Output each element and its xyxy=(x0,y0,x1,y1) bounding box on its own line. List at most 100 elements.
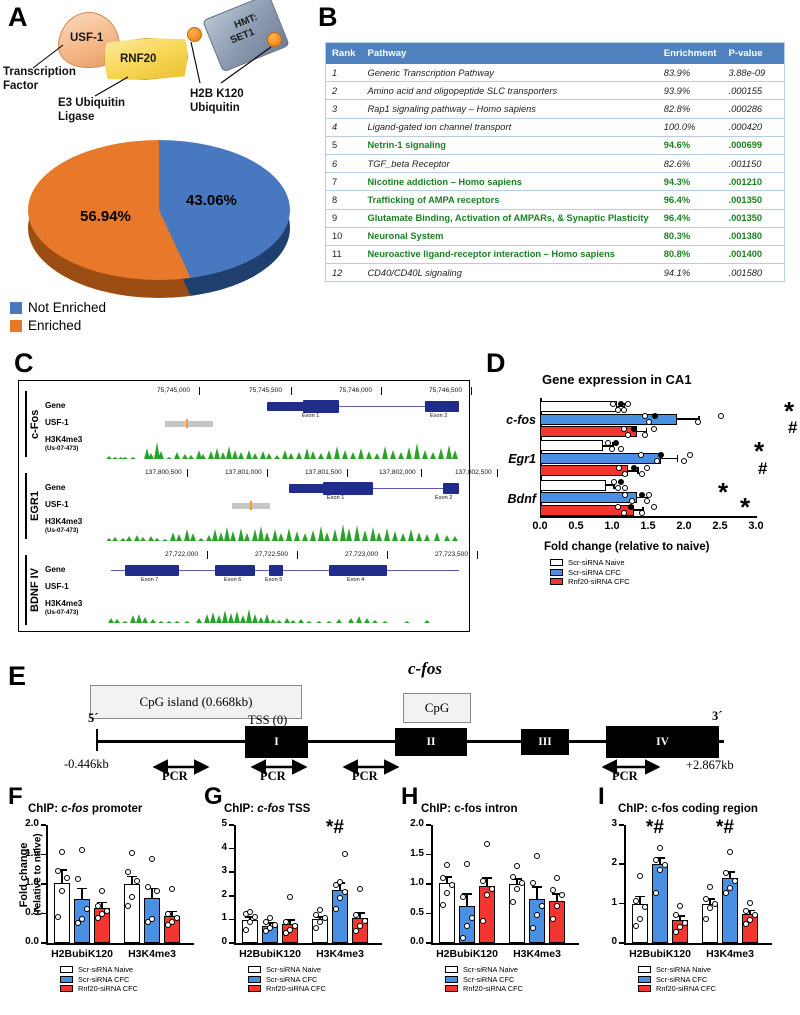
error-bar xyxy=(679,915,681,921)
coordinate-tick xyxy=(471,387,472,395)
data-point xyxy=(59,888,65,895)
data-point xyxy=(629,497,636,504)
data-point xyxy=(614,485,621,492)
data-point xyxy=(727,848,733,855)
x-tick-label: 2.5 xyxy=(712,520,728,532)
cell-enr: 83.9% xyxy=(657,64,723,83)
cell-pw: Glutamate Binding, Activation of AMPARs,… xyxy=(361,209,658,228)
pie-label-not-enriched: 43.06% xyxy=(186,192,237,209)
error-bar xyxy=(749,909,751,914)
pie-legend-label-0: Not Enriched xyxy=(28,300,107,315)
coordinate-tick xyxy=(297,551,298,559)
table-header-enrichment: Enrichment xyxy=(657,42,723,64)
rnf20-label: RNF20 xyxy=(120,53,157,65)
exon-II: II xyxy=(395,728,467,756)
data-point xyxy=(509,898,516,905)
coordinate-label: 75,746,000 xyxy=(339,387,373,394)
data-point xyxy=(632,897,639,904)
y-tick-label: 2 xyxy=(221,888,227,900)
error-cap xyxy=(285,918,295,921)
panel-d-xlabel: Fold change (relative to naive) xyxy=(544,541,710,553)
data-point xyxy=(722,889,729,896)
significance-asterisk: * xyxy=(784,396,795,426)
x-tick-label: 0.0 xyxy=(532,520,548,532)
error-cap xyxy=(127,875,137,878)
legend-swatch-0 xyxy=(445,966,458,973)
data-point xyxy=(287,893,293,900)
three-prime-label: 3´ xyxy=(712,709,723,723)
bar-Bdnf-1 xyxy=(540,492,638,504)
ubiquitin-ball-icon-2 xyxy=(267,32,282,47)
data-point xyxy=(534,853,540,860)
pcr-label-3: PCR xyxy=(352,769,378,783)
x-axis-line xyxy=(624,943,772,945)
legend-label-2: Rnf20-siRNA CFC xyxy=(568,577,630,586)
y-tick-label: 1.5 xyxy=(410,847,424,859)
data-point xyxy=(262,919,269,926)
data-point xyxy=(632,923,639,930)
data-point xyxy=(650,425,657,432)
pie-slices xyxy=(28,140,290,280)
x-axis-line xyxy=(234,943,382,945)
error-cap xyxy=(613,481,616,489)
track-sublabel: (Us-07-473) xyxy=(45,609,79,616)
panel-h-title: ChIP: c-fos intron xyxy=(421,803,518,815)
h3k4me3-signal-track xyxy=(107,609,459,623)
data-point xyxy=(94,903,101,910)
gene-label-Egr1: Egr1 xyxy=(508,452,536,467)
data-point xyxy=(169,885,175,892)
error-bar xyxy=(131,875,133,884)
cell-enr: 93.9% xyxy=(657,81,723,101)
bar-Egr1-0 xyxy=(540,440,604,452)
legend-item-1: Scr-siRNA CFC xyxy=(638,975,716,984)
exon-name: Exon 6 xyxy=(224,577,242,583)
bar-Bdnf-0 xyxy=(540,479,607,491)
data-point xyxy=(271,921,278,928)
error-bar xyxy=(637,430,646,433)
exon-block xyxy=(323,482,373,495)
coordinate-tick xyxy=(421,469,422,477)
table-row: 11 Neuroactive ligand-receptor interactio… xyxy=(325,245,785,265)
coordinate-label: 137,802,000 xyxy=(379,469,416,476)
data-point xyxy=(59,848,65,855)
cell-rank: 12 xyxy=(325,263,362,283)
cell-pv: .001400 xyxy=(722,245,785,265)
data-point xyxy=(637,873,643,880)
legend-swatch-0 xyxy=(248,966,261,973)
cell-enr: 82.6% xyxy=(657,154,723,174)
data-point xyxy=(637,916,643,923)
y-tick-label: 2 xyxy=(611,857,617,869)
gene-label-c-fos: c-fos xyxy=(506,413,536,427)
data-point xyxy=(642,431,649,438)
table-row: 10 Neuronal System 80.3% .001380 xyxy=(325,227,785,246)
legend-swatch-1 xyxy=(60,975,73,983)
data-point xyxy=(149,856,155,863)
data-point xyxy=(242,927,249,934)
legend-swatch-2 xyxy=(638,985,651,992)
tss-label: TSS (0) xyxy=(248,713,288,727)
track-label-h3k4me3: H3K4me3 xyxy=(45,599,83,608)
bar-H2BubiK120-1 xyxy=(652,863,668,943)
cell-enr: 96.4% xyxy=(657,209,723,228)
exon-name: Exon 2 xyxy=(430,413,448,419)
y-tick-mark xyxy=(426,942,431,944)
e3-ligase-label-line1: E3 Ubiquitin xyxy=(58,97,126,109)
table-header-row: Rank Pathway Enrichment P-value xyxy=(325,42,785,64)
table-row: 3 Rap1 signaling pathway – Homo sapiens 82… xyxy=(325,99,785,119)
legend-swatch-0 xyxy=(60,966,73,973)
data-point xyxy=(686,452,693,459)
data-point xyxy=(538,903,545,910)
legend-swatch-2 xyxy=(445,985,458,992)
error-bar xyxy=(536,886,538,900)
table-header-rank: Rank xyxy=(325,42,362,64)
data-point xyxy=(639,470,646,477)
pathway-enrichment-table: Rank Pathway Enrichment P-value 1 Generic Tr… xyxy=(325,42,785,283)
data-point xyxy=(83,905,90,912)
data-point xyxy=(488,885,495,892)
h3k4me3-signal-track xyxy=(107,442,459,459)
y-tick-label: 1 xyxy=(221,912,227,924)
data-point xyxy=(614,406,621,413)
y-tick-label: 2.0 xyxy=(25,818,39,829)
data-point xyxy=(652,889,659,896)
data-point xyxy=(529,925,536,932)
